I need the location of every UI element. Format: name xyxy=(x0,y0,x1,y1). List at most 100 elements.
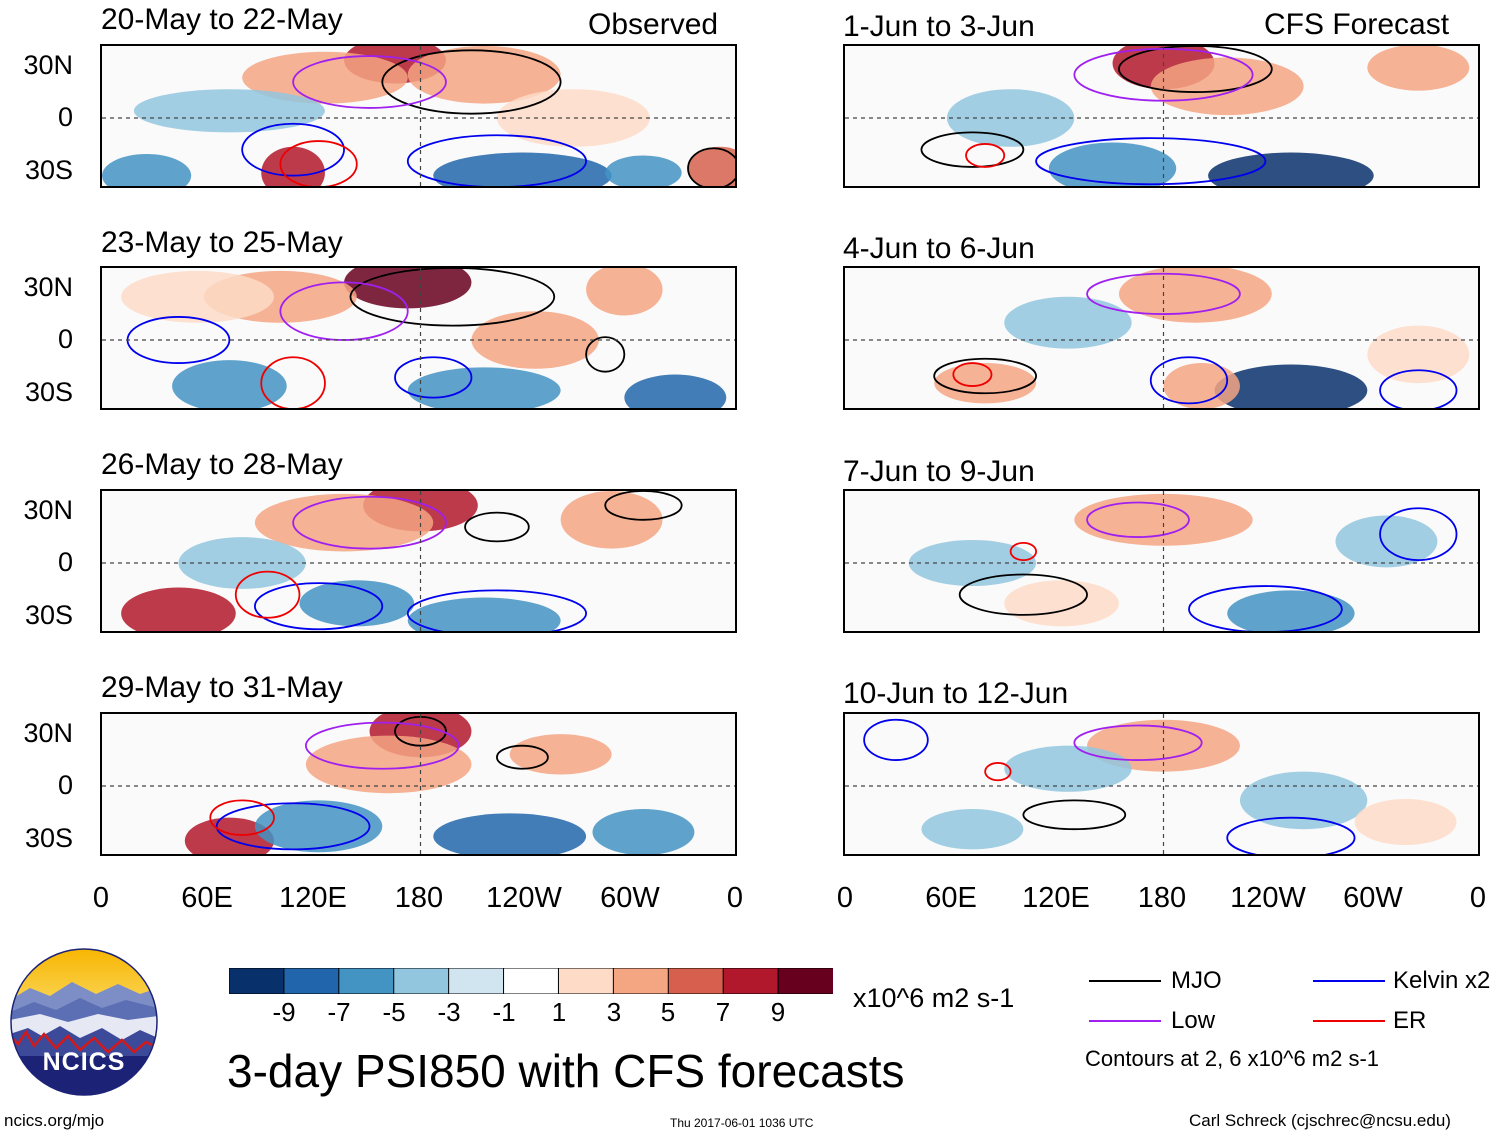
ytick-30n-4: 30N xyxy=(23,718,73,748)
colorbar-swatch-7 xyxy=(557,967,615,995)
xtick-right-120w: 120W xyxy=(1230,882,1306,914)
anomaly-region-1 xyxy=(1118,268,1272,323)
panel-title-fcst-3: 7-Jun to 9-Jun xyxy=(843,455,1035,488)
anomaly-region-2 xyxy=(1214,364,1368,408)
legend-label-mjo: MJO xyxy=(1171,967,1222,994)
map-panel-obs-3 xyxy=(100,489,737,633)
contour-kelvin-4 xyxy=(1379,369,1458,408)
anomaly-region-6 xyxy=(624,374,727,408)
footer-url[interactable]: ncics.org/mjo xyxy=(4,1111,105,1130)
colorbar-swatch-1 xyxy=(228,967,285,995)
logo-text: NCICS xyxy=(42,1048,126,1076)
colorbar-swatch-4 xyxy=(393,967,450,995)
ytick-0-2: 0 xyxy=(57,324,73,354)
ytick-30n-1: 30N xyxy=(23,50,73,80)
legend-label-low: Low xyxy=(1171,1007,1216,1034)
map-panel-fcst-3 xyxy=(843,489,1480,633)
contour-er-5 xyxy=(984,762,1012,782)
observed-label: Observed xyxy=(588,8,719,41)
anomaly-region-4 xyxy=(1208,152,1374,186)
xtick-right-180: 180 xyxy=(1137,882,1187,914)
cb-label-4: -3 xyxy=(437,997,461,1027)
cb-label-10: 9 xyxy=(770,997,786,1027)
contour-low-1 xyxy=(1086,501,1190,538)
ytick-30s-3: 30S xyxy=(24,600,73,630)
anomaly-region-4 xyxy=(299,580,415,627)
panel-title-obs-2: 23-May to 25-May xyxy=(101,226,343,259)
contour-mjo-1 xyxy=(464,511,530,543)
ytick-30s-4: 30S xyxy=(24,823,73,853)
xtick-right-60e: 60E xyxy=(925,882,977,914)
anomaly-region-3 xyxy=(121,587,236,631)
anomaly-region-7 xyxy=(509,734,612,775)
colorbar-swatch-6 xyxy=(503,967,560,995)
panel-title-fcst-1: 1-Jun to 3-Jun xyxy=(843,10,1035,43)
xtick-right-0: 0 xyxy=(836,882,854,914)
anomaly-region-5 xyxy=(1004,296,1132,349)
ytick-0-3: 0 xyxy=(57,547,73,577)
contour-mjo-2 xyxy=(958,573,1088,616)
contour-er-5 xyxy=(279,140,358,186)
contour-er-5 xyxy=(952,362,993,387)
legend-note: Contours at 2, 6 x10^6 m2 s-1 xyxy=(1085,1046,1380,1071)
xtick-left-180: 180 xyxy=(394,882,444,914)
contour-kelvin-3 xyxy=(1188,585,1343,631)
main-title: 3-day PSI850 with CFS forecasts xyxy=(227,1045,905,1097)
contour-er-5 xyxy=(234,570,301,619)
contour-kelvin-3 xyxy=(863,718,929,761)
cb-label-2: -7 xyxy=(327,997,351,1027)
contour-kelvin-3 xyxy=(406,589,587,631)
anomaly-region-6 xyxy=(1367,325,1470,384)
legend-label-er: ER xyxy=(1393,1007,1427,1034)
ytick-30s-1: 30S xyxy=(24,155,73,185)
colorbar-swatch-2 xyxy=(283,967,340,995)
ncics-logo: NCICS xyxy=(10,948,158,1096)
colorbar-swatch-10 xyxy=(722,967,780,995)
anomaly-region-7 xyxy=(560,491,663,549)
anomaly-region-6 xyxy=(178,537,306,589)
map-panel-fcst-2 xyxy=(843,266,1480,410)
contour-kelvin-4 xyxy=(406,134,587,186)
cb-label-8: 5 xyxy=(660,997,676,1027)
units-label: x10^6 m2 s-1 xyxy=(853,983,1015,1013)
xtick-left-60e: 60E xyxy=(181,882,233,914)
xtick-left-60w: 60W xyxy=(600,882,660,914)
map-panel-obs-1 xyxy=(100,44,737,188)
contour-mjo-6 xyxy=(604,491,683,521)
anomaly-region-3 xyxy=(1048,142,1177,186)
cb-label-9: 7 xyxy=(715,997,731,1027)
anomaly-region-2 xyxy=(1004,580,1119,627)
panel-title-fcst-2: 4-Jun to 6-Jun xyxy=(843,232,1035,265)
contour-kelvin-4 xyxy=(1035,137,1267,186)
cb-label-7: 3 xyxy=(606,997,622,1027)
contour-er-5 xyxy=(965,143,1006,168)
legend-label-kelvin: Kelvin x2 xyxy=(1393,967,1491,994)
anomaly-region-4 xyxy=(172,360,287,408)
map-panel-obs-4 xyxy=(100,712,737,856)
map-panel-fcst-1 xyxy=(843,44,1480,188)
panel-title-obs-1: 20-May to 22-May xyxy=(101,3,343,36)
anomaly-region-5 xyxy=(407,367,561,408)
anomaly-region-7 xyxy=(605,155,682,186)
contour-mjo-5 xyxy=(496,744,549,770)
map-panel-fcst-4 xyxy=(843,712,1480,856)
map-panel-obs-2 xyxy=(100,266,737,410)
contour-mjo-2 xyxy=(1022,799,1127,831)
anomaly-region-8 xyxy=(586,268,663,316)
anomaly-region-2 xyxy=(921,809,1024,850)
contour-kelvin-3 xyxy=(1149,356,1229,405)
panel-title-fcst-4: 10-Jun to 12-Jun xyxy=(843,677,1069,710)
anomaly-region-6 xyxy=(1367,46,1470,91)
anomaly-region-10 xyxy=(133,89,325,133)
anomaly-region-2 xyxy=(242,51,408,104)
contour-kelvin-4 xyxy=(1226,816,1356,854)
contour-kelvin-3 xyxy=(241,122,345,177)
ytick-30n-2: 30N xyxy=(23,272,73,302)
xtick-left-0: 0 xyxy=(92,882,110,914)
anomaly-region-1 xyxy=(1074,493,1253,546)
contour-er-5 xyxy=(1009,541,1037,562)
cb-label-5: -1 xyxy=(492,997,516,1027)
contour-kelvin-3 xyxy=(215,802,371,851)
footer-credit: Carl Schreck (cjschrec@ncsu.edu) xyxy=(1189,1111,1451,1130)
contour-kelvin-4 xyxy=(253,582,384,631)
